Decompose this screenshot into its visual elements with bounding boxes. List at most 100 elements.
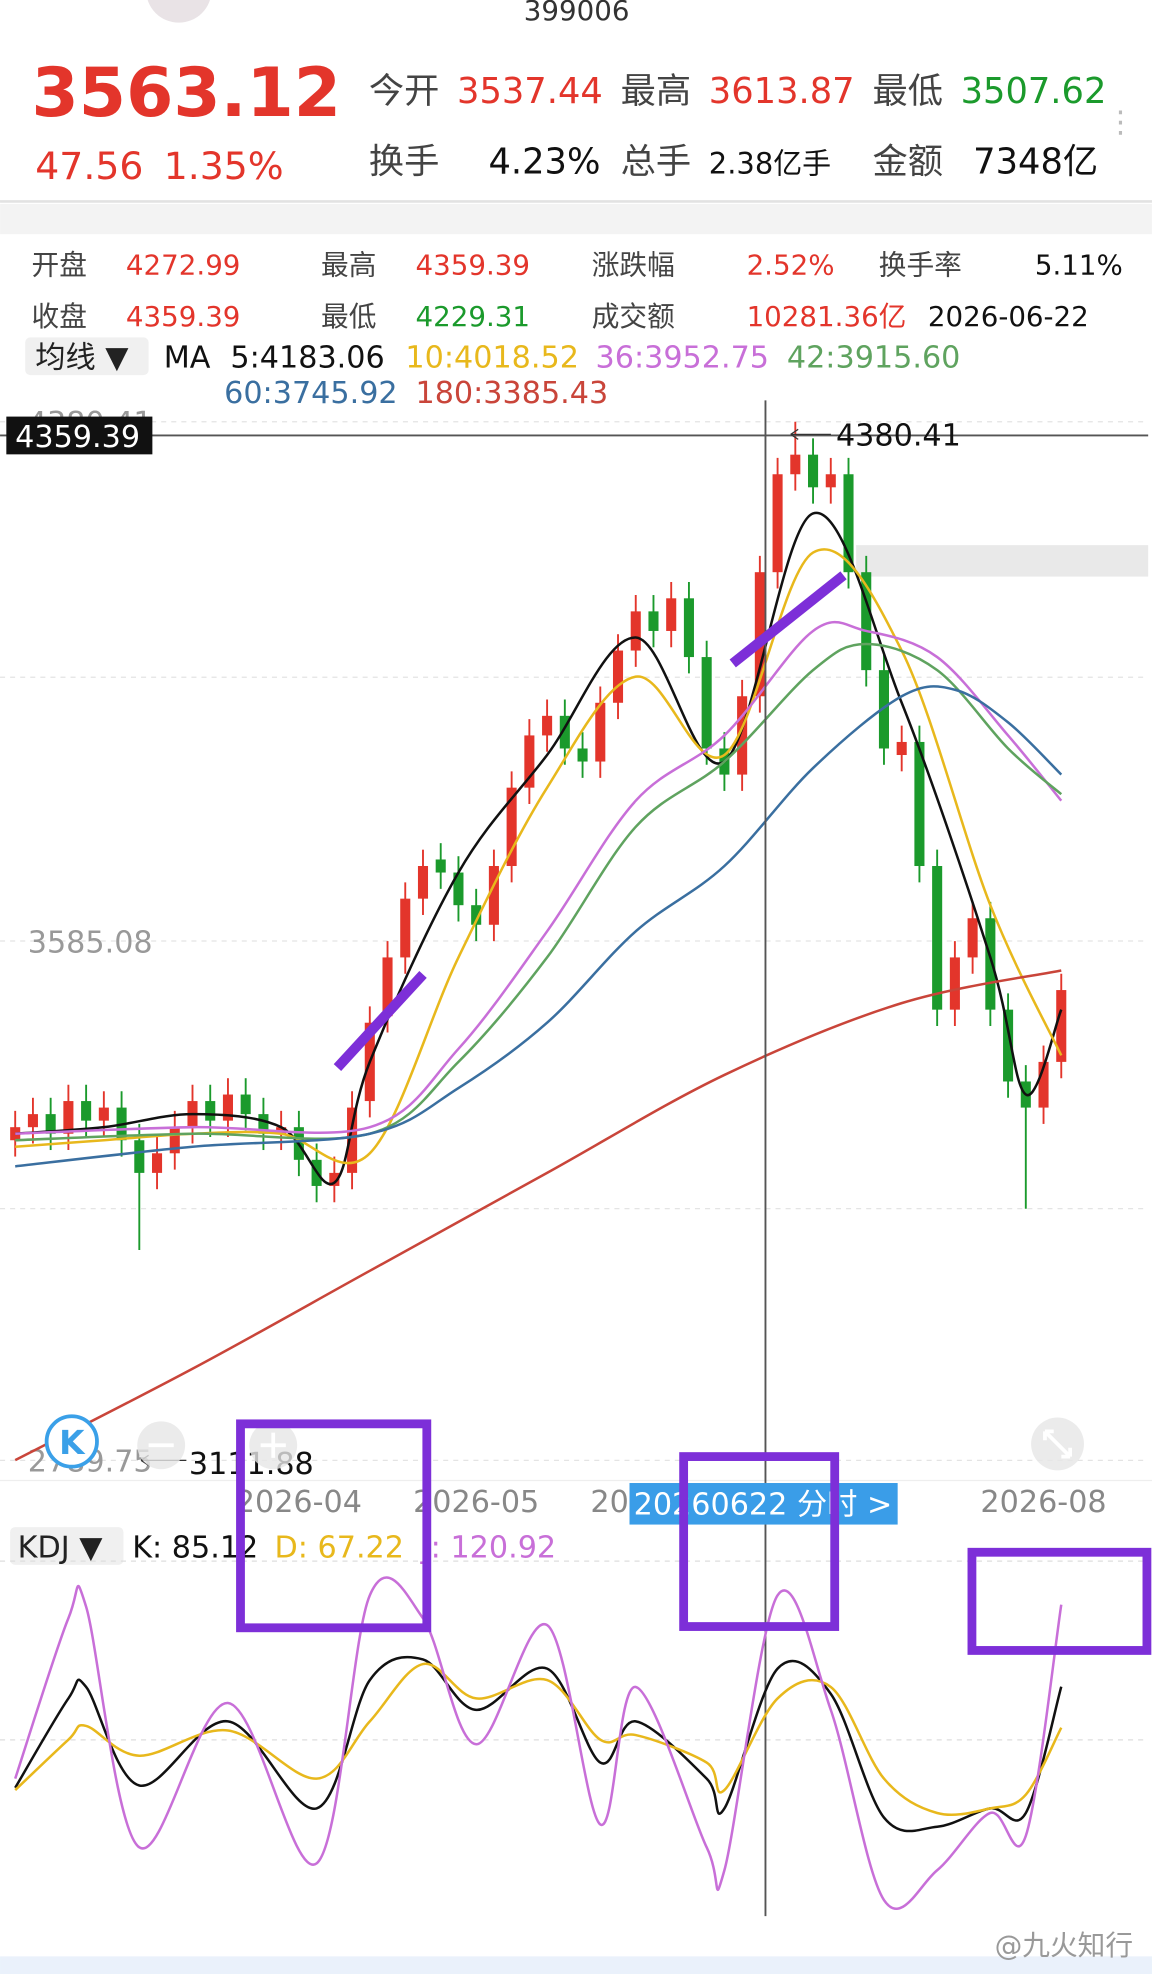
info-label: 开盘 [32, 248, 87, 281]
stat-value: 3613.87 [709, 71, 855, 112]
candle-body [1038, 1061, 1049, 1108]
legend-entry: 180:3385.43 [415, 376, 608, 411]
candle-body [240, 1094, 251, 1115]
candle-body [453, 872, 464, 906]
watermark: @九火知行 [995, 1929, 1133, 1962]
annotation-box [967, 1547, 1152, 1655]
change-pct: 1.35% [164, 144, 284, 188]
line [15, 642, 1063, 1142]
candle-body [400, 898, 411, 958]
annotation-box [236, 1419, 432, 1633]
candle-body [949, 957, 960, 1010]
crosshair-value: 4359.39 [15, 420, 140, 455]
legend-title: MA [164, 341, 211, 376]
candle-body [896, 741, 907, 756]
legend-entry: 42:3915.60 [787, 341, 961, 376]
annotations [236, 571, 1152, 1655]
info-value: 4229.31 [415, 300, 529, 333]
candle-body [169, 1127, 180, 1154]
candle-body [524, 735, 535, 788]
candle-body [754, 572, 765, 697]
candle-body [914, 741, 925, 867]
info-value: 4359.39 [126, 300, 240, 333]
line [15, 620, 1063, 1135]
date-tooltip [629, 1483, 898, 1525]
candle-body [45, 1114, 56, 1134]
candle-body [701, 657, 712, 749]
legend-entry: J: 120.92 [420, 1530, 556, 1565]
stat-value: 3507.62 [961, 71, 1107, 112]
line [15, 511, 1063, 1186]
candle-body [27, 1114, 38, 1128]
candle-body [790, 454, 801, 475]
candle-body [134, 1140, 145, 1173]
zoom-controls: K [44, 1414, 1084, 1471]
info-label: 成交额 [592, 300, 675, 333]
k-icon-glyph: K [59, 1424, 86, 1462]
candle-body [683, 598, 694, 658]
annotation-line [729, 571, 847, 668]
candle-body [258, 1114, 269, 1134]
annotation-box [679, 1452, 840, 1631]
candle-body [772, 474, 783, 573]
crosshair-box [6, 416, 153, 455]
max-label: 4380.41 [836, 419, 961, 454]
candle-body [81, 1101, 92, 1121]
avatar[interactable] [146, 0, 211, 23]
stat-label: 总手 [621, 142, 692, 183]
candle-body [843, 474, 854, 573]
max-arrow [790, 428, 831, 440]
line [14, 969, 1062, 1462]
candle-body [63, 1101, 74, 1134]
legend-entry: 10:4018.52 [405, 341, 579, 376]
candle-body [347, 1107, 358, 1173]
stat-label: 最低 [872, 71, 943, 112]
candle-body [932, 866, 943, 1010]
candle-body [542, 715, 553, 736]
candle-body [1003, 1009, 1014, 1082]
info-label: 最低 [321, 300, 376, 333]
price: 3563.12 [32, 54, 342, 133]
info-label: 最高 [321, 248, 376, 281]
candle-body [577, 748, 588, 762]
candle-body [205, 1101, 216, 1121]
info-value: 5.11% [1035, 248, 1123, 281]
gap-band [0, 203, 1152, 235]
candle-body [98, 1107, 109, 1121]
kdj-button[interactable] [10, 1527, 124, 1565]
candle-body [435, 859, 446, 873]
candle-body [506, 787, 517, 867]
info-value: 2.52% [747, 248, 835, 281]
line [14, 1662, 1063, 1817]
legend-entry: 5:4183.06 [230, 341, 384, 376]
line [15, 685, 1063, 1168]
candle-body [595, 702, 606, 762]
candle-body [559, 715, 570, 749]
info-value: 10281.36亿 [747, 300, 907, 333]
info-label: 涨跌幅 [592, 248, 675, 281]
legend-entry: D: 67.22 [274, 1530, 404, 1565]
candle-body [382, 957, 393, 1017]
info-label: 换手率 [879, 248, 962, 281]
candle-body [648, 611, 659, 631]
candle-body [861, 572, 872, 671]
k-icon[interactable] [44, 1414, 99, 1469]
stat-label: 今开 [369, 71, 440, 112]
stat-value: 2.38亿手 [709, 147, 831, 181]
legend-entry: 36:3952.75 [596, 341, 770, 376]
chart-layer: 399006 3563.12 47.56 1.35% 今开 3537.44 最高 3613.8… [0, 0, 1149, 1917]
stat-value: 3537.44 [457, 71, 603, 112]
shade [856, 545, 1149, 577]
stat-value: 7348亿 [973, 142, 1098, 183]
line [15, 548, 1063, 1165]
more-menu[interactable]: ⋮ [1105, 105, 1135, 140]
info-label: 收盘 [32, 300, 87, 333]
expand-glyph [1043, 1429, 1073, 1459]
line [14, 1576, 1063, 1910]
ma-button[interactable] [25, 337, 149, 376]
legend-title: KDJ ▼ [18, 1530, 104, 1565]
candle-body [630, 611, 641, 651]
candle-body [612, 650, 624, 703]
